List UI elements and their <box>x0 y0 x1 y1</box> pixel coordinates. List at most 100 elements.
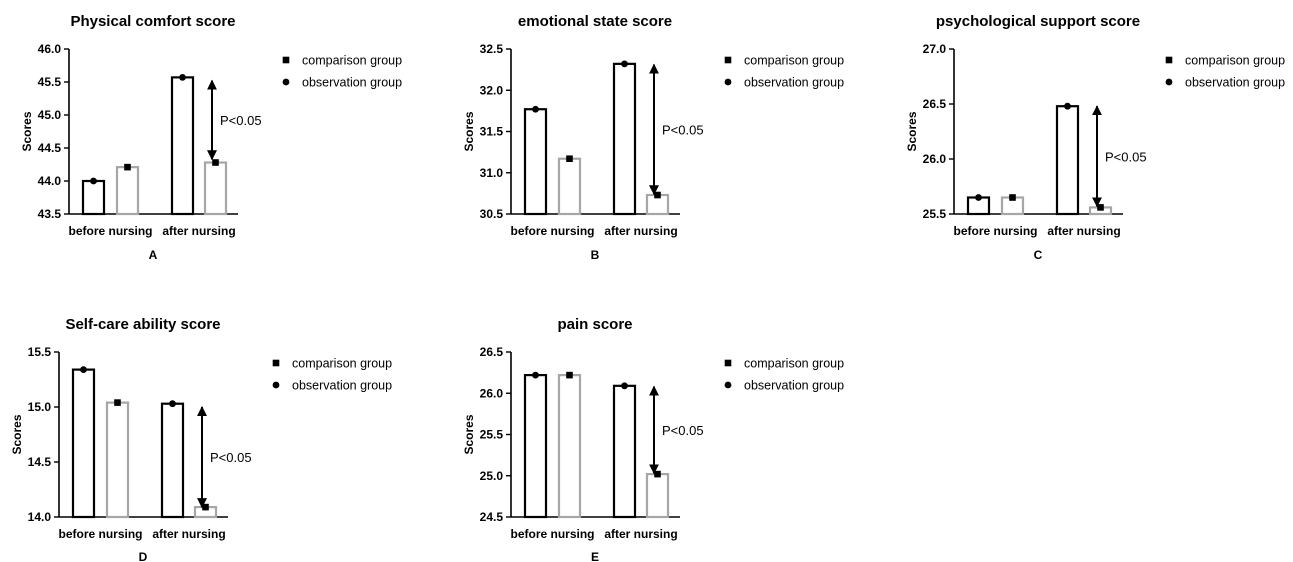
chart-title: psychological support score <box>936 13 1140 30</box>
marker-observation <box>975 194 982 201</box>
marker-observation <box>90 177 97 185</box>
chart-panel-D: Self-care ability score 14.0 14.5 15.0 15.5 S… <box>10 316 392 562</box>
y-tick-label: 45.5 <box>38 75 62 89</box>
panel-letter: C <box>1034 248 1043 262</box>
panel-letter: B <box>591 248 600 262</box>
bar-comparison <box>557 157 582 216</box>
x-category-label: before nursing <box>953 224 1037 238</box>
y-axis-label: Scores <box>462 111 476 151</box>
legend: comparison group observation group <box>272 357 392 393</box>
y-tick-label: 24.5 <box>480 510 504 524</box>
legend-observation-label: observation group <box>292 379 392 393</box>
bar-comparison <box>645 473 670 519</box>
y-tick-label: 25.0 <box>480 469 504 483</box>
panel-letter: A <box>149 248 158 262</box>
y-tick-label: 25.5 <box>923 207 947 221</box>
bar-observation <box>612 62 637 216</box>
chart-title: pain score <box>557 316 632 333</box>
bar-comparison <box>115 166 140 216</box>
bar-observation <box>1055 105 1080 216</box>
y-axis-label: Scores <box>20 111 34 151</box>
legend-observation-label: observation group <box>744 379 844 393</box>
marker-observation <box>621 382 628 390</box>
x-category-label: before nursing <box>510 224 594 238</box>
x-category-label: after nursing <box>152 527 225 541</box>
bar-observation <box>612 384 637 519</box>
legend-observation-label: observation group <box>1185 76 1285 90</box>
marker-observation <box>532 105 539 113</box>
chart-panel-A: Physical comfort score 43.5 44.0 44.5 45.0 45… <box>20 13 402 262</box>
bar-observation <box>160 402 185 519</box>
legend-circle-icon <box>724 78 732 86</box>
marker-comparison <box>124 163 131 171</box>
legend-comparison-label: comparison group <box>744 357 844 371</box>
legend-circle-icon <box>282 78 290 86</box>
chart-panel-C: psychological support score 25.5 26.0 26.5 2… <box>905 13 1285 262</box>
legend-square-icon <box>724 359 732 367</box>
legend: comparison group observation group <box>1165 54 1285 90</box>
legend: comparison group observation group <box>282 54 402 90</box>
y-tick-label: 27.0 <box>923 42 947 56</box>
p-value-annotation: P<0.05 <box>662 423 704 438</box>
bar-comparison <box>203 161 228 216</box>
legend-comparison-label: comparison group <box>292 357 392 371</box>
panel-letter: E <box>591 550 599 562</box>
y-tick-label: 15.0 <box>28 400 52 414</box>
y-tick-label: 46.0 <box>38 42 62 56</box>
y-tick-label: 31.0 <box>480 166 504 180</box>
marker-observation <box>621 60 628 68</box>
marker-comparison <box>566 155 573 163</box>
y-axis-label: Scores <box>10 414 24 454</box>
chart-title: emotional state score <box>518 13 672 30</box>
legend-comparison-label: comparison group <box>1185 54 1285 68</box>
y-axis-label: Scores <box>905 111 919 151</box>
legend-square-icon <box>272 359 280 367</box>
bar-observation <box>81 179 106 216</box>
bar-observation <box>523 374 548 519</box>
marker-observation <box>179 73 186 81</box>
y-tick-label: 32.5 <box>480 42 504 56</box>
panel-letter: D <box>139 550 148 562</box>
marker-comparison <box>1097 204 1104 211</box>
y-tick-label: 32.0 <box>480 83 504 97</box>
y-axis-label: Scores <box>462 414 476 454</box>
marker-comparison <box>1009 194 1016 201</box>
marker-observation <box>1064 102 1071 110</box>
bar-comparison <box>557 374 582 519</box>
marker-comparison <box>212 159 219 166</box>
y-tick-label: 44.5 <box>38 141 62 155</box>
legend-square-icon <box>1165 56 1173 64</box>
x-category-label: before nursing <box>510 527 594 541</box>
marker-comparison <box>654 191 661 199</box>
x-category-label: before nursing <box>68 224 152 238</box>
marker-observation <box>80 366 87 373</box>
legend-comparison-label: comparison group <box>744 54 844 68</box>
legend-observation-label: observation group <box>744 76 844 90</box>
legend-circle-icon <box>724 381 732 389</box>
y-tick-label: 30.5 <box>480 207 504 221</box>
legend-circle-icon <box>1165 78 1173 86</box>
y-tick-label: 14.0 <box>28 510 52 524</box>
marker-observation <box>169 400 176 408</box>
x-category-label: after nursing <box>604 224 677 238</box>
marker-comparison <box>114 399 121 406</box>
marker-comparison <box>654 470 661 478</box>
y-tick-label: 14.5 <box>28 455 52 469</box>
x-category-label: before nursing <box>58 527 142 541</box>
x-category-label: after nursing <box>1047 224 1120 238</box>
y-tick-label: 26.0 <box>923 152 947 166</box>
legend-square-icon <box>724 56 732 64</box>
y-tick-label: 44.0 <box>38 174 62 188</box>
marker-comparison <box>566 371 573 379</box>
bar-comparison <box>105 401 130 519</box>
p-value-annotation: P<0.05 <box>220 113 262 128</box>
p-value-annotation: P<0.05 <box>1105 149 1147 164</box>
x-category-label: after nursing <box>162 224 235 238</box>
x-category-label: after nursing <box>604 527 677 541</box>
bar-observation <box>523 108 548 216</box>
y-tick-label: 43.5 <box>38 207 62 221</box>
marker-comparison <box>202 503 209 511</box>
chart-panel-B: emotional state score 30.5 31.0 31.5 32.0 32.… <box>462 13 844 262</box>
legend-circle-icon <box>272 381 280 389</box>
